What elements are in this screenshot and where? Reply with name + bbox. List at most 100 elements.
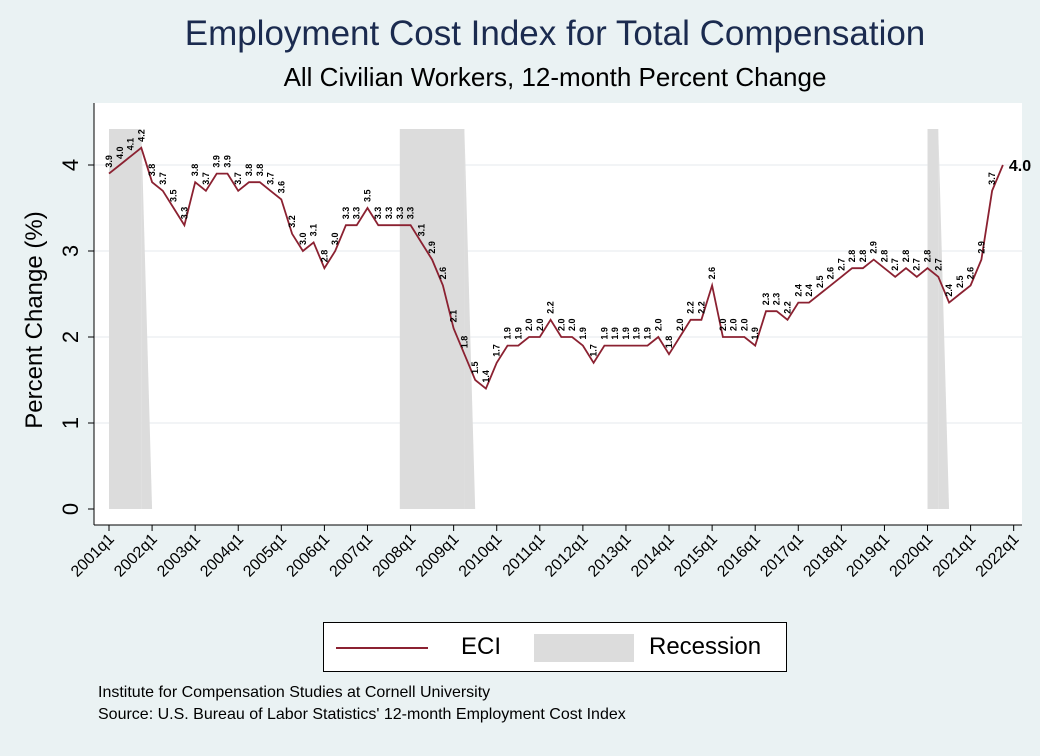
data-label: 3.7: [233, 172, 243, 185]
data-label: 2.8: [879, 250, 889, 263]
data-label: 3.5: [362, 189, 372, 202]
data-label: 2.8: [847, 250, 857, 263]
data-label: 2.6: [966, 267, 976, 280]
data-label: 1.5: [470, 361, 480, 374]
data-label: 1.9: [621, 327, 631, 340]
chart-title: Employment Cost Index for Total Compensa…: [184, 14, 926, 53]
x-tick-label: 2004q1: [197, 531, 247, 581]
legend-recession-swatch: [534, 634, 634, 662]
x-tick-label: 2011q1: [500, 531, 549, 580]
x-tick-label: 2003q1: [154, 531, 204, 581]
legend-eci-swatch: [336, 647, 428, 649]
recession-band: [927, 129, 939, 509]
data-label: 2.5: [815, 275, 825, 288]
data-label: 1.7: [589, 344, 599, 357]
eci-series: [108, 146, 1004, 391]
x-tick-label: 2010q1: [456, 531, 506, 581]
data-label: 2.2: [686, 301, 696, 314]
legend-recession-label: Recession: [649, 633, 762, 660]
data-label: 1.7: [492, 344, 502, 357]
data-label: 2.2: [546, 301, 556, 314]
data-label: 3.7: [201, 172, 211, 185]
data-label: 2.0: [653, 318, 663, 331]
x-tick-label: 2008q1: [370, 531, 420, 581]
x-tick-label: 2019q1: [843, 531, 893, 581]
data-label: 2.0: [739, 318, 749, 331]
x-tick-label: 2009q1: [413, 531, 463, 581]
data-label: 2.7: [890, 258, 900, 271]
x-tick-label: 2012q1: [542, 531, 592, 581]
data-label: 3.3: [373, 207, 383, 220]
data-label: 1.9: [643, 327, 653, 340]
data-label: 2.9: [976, 241, 986, 254]
data-label: 3.3: [179, 207, 189, 220]
data-label: 3.3: [406, 207, 416, 220]
data-label: 3.0: [298, 232, 308, 245]
data-label: 2.4: [793, 284, 803, 297]
source-institute: Institute for Compensation Studies at Co…: [98, 684, 491, 701]
x-tick-label: 2021q1: [930, 531, 980, 581]
data-labels: 3.94.04.14.23.83.73.53.33.83.73.9 3.93.73…: [104, 129, 1031, 382]
x-tick-label: 2005q1: [240, 531, 290, 581]
data-label: 2.8: [858, 250, 868, 263]
data-label: 1.9: [599, 327, 609, 340]
data-label: 3.3: [395, 207, 405, 220]
y-tick-label: 4: [58, 159, 83, 171]
data-label: 1.9: [502, 327, 512, 340]
data-label: 3.7: [266, 172, 276, 185]
recession-band: [109, 129, 142, 509]
x-tick-label: 2015q1: [671, 531, 721, 581]
data-label: 3.1: [309, 224, 319, 237]
x-tick-label: 2006q1: [283, 531, 333, 581]
data-label: 2.0: [535, 318, 545, 331]
x-tick-label: 2017q1: [757, 531, 807, 581]
data-label: 3.0: [330, 232, 340, 245]
data-label: 2.0: [556, 318, 566, 331]
eci-line-chart: 0 1 2 3 4 2001q12002q12003q12004q12005q12006q…: [21, 103, 1031, 581]
data-label: 3.8: [255, 164, 265, 177]
data-label: 2.8: [901, 250, 911, 263]
data-label: 2.0: [675, 318, 685, 331]
x-tick-label: 2007q1: [327, 531, 377, 581]
data-label: 2.3: [761, 293, 771, 306]
x-tick-label: 2022q1: [973, 531, 1023, 581]
data-label: 3.3: [352, 207, 362, 220]
data-label: 2.6: [826, 267, 836, 280]
data-label: 2.9: [427, 241, 437, 254]
recession-band-edge: [938, 129, 950, 509]
data-label: 4.2: [136, 129, 146, 142]
x-tick-label: 2013q1: [585, 531, 635, 581]
data-label: 1.8: [664, 336, 674, 349]
data-label: 2.0: [729, 318, 739, 331]
recession-bands: [109, 129, 950, 509]
data-label: 3.8: [147, 164, 157, 177]
data-label: 2.0: [524, 318, 534, 331]
data-label: 2.6: [707, 267, 717, 280]
data-label: 3.1: [416, 224, 426, 237]
data-label: 2.7: [836, 258, 846, 271]
data-label: 1.9: [632, 327, 642, 340]
y-axis-label: Percent Change (%): [21, 211, 48, 428]
y-tick-label: 1: [58, 417, 83, 429]
x-tick-label: 2020q1: [887, 531, 937, 581]
data-label: 2.4: [804, 284, 814, 297]
data-label: 2.7: [933, 258, 943, 271]
data-label: 1.4: [481, 370, 491, 383]
data-label: 3.5: [169, 189, 179, 202]
source-bls: Source: U.S. Bureau of Labor Statistics'…: [98, 706, 626, 723]
data-label: 1.9: [513, 327, 523, 340]
data-label: 3.2: [287, 215, 297, 228]
data-label: 3.8: [244, 164, 254, 177]
eci-line: [108, 146, 1004, 391]
recession-band-edge: [141, 129, 153, 509]
data-label: 1.9: [750, 327, 760, 340]
data-label: 2.9: [869, 241, 879, 254]
legend: ECI Recession: [323, 622, 787, 672]
data-label: 3.9: [104, 155, 114, 168]
data-label: 1.9: [578, 327, 588, 340]
x-tick-label: 2014q1: [628, 531, 678, 581]
legend-eci-label: ECI: [460, 633, 501, 660]
data-label: 2.1: [449, 310, 459, 323]
x-tick-label: 2016q1: [714, 531, 764, 581]
data-label: 3.6: [276, 181, 286, 194]
